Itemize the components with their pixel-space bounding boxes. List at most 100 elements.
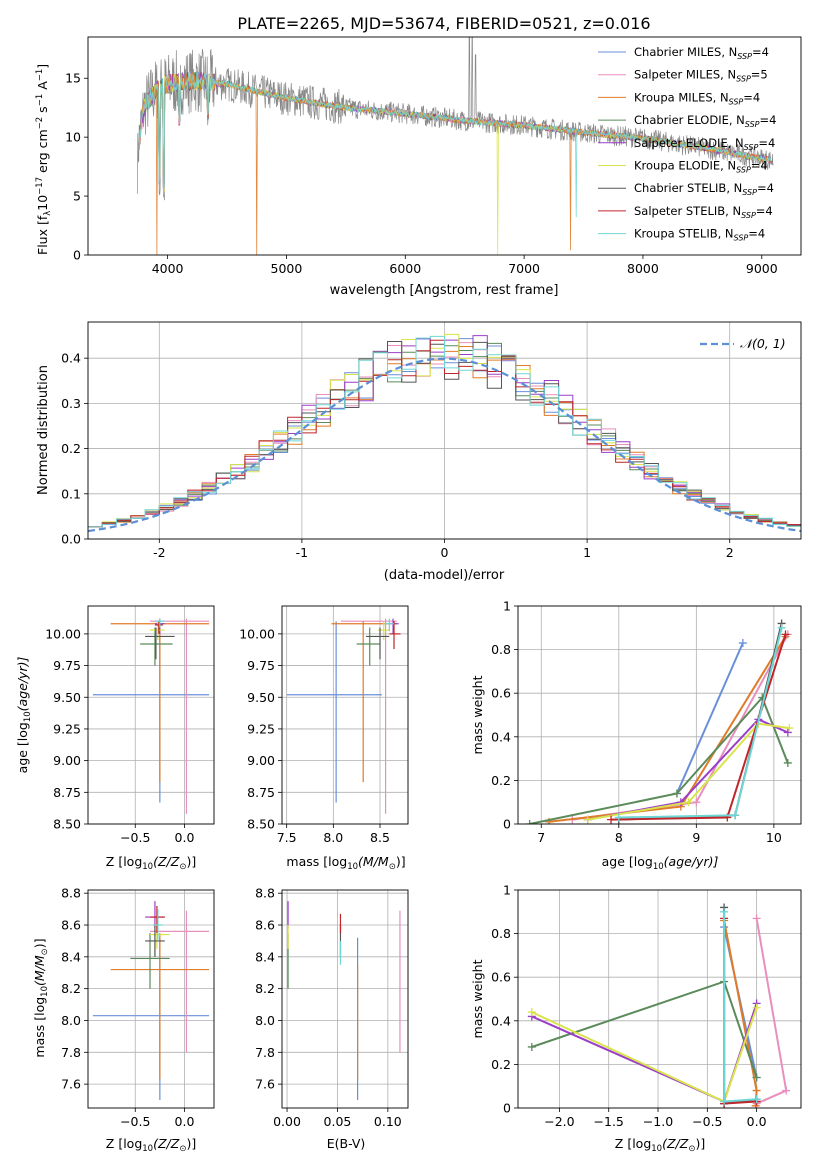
- y-tick-label: 15: [65, 71, 81, 86]
- x-tick-label: 6000: [389, 261, 421, 276]
- y-tick-label: 9.50: [247, 690, 275, 705]
- x-tick-label: −1.0: [643, 1114, 673, 1129]
- label-part: 10: [142, 862, 153, 872]
- y-tick-label: 8.50: [247, 817, 275, 832]
- label-part: s: [35, 106, 50, 117]
- legend-label-subscript: SSP: [742, 188, 757, 197]
- label-part: 10: [651, 1144, 662, 1154]
- point-salpeter-miles: [340, 618, 397, 814]
- legend-label-subscript: SSP: [736, 75, 751, 84]
- plot-area-spectrum: [136, 37, 774, 255]
- y-axis-label: Normed distribution: [36, 365, 51, 495]
- legend-label-tail: =4: [752, 45, 769, 59]
- series-marker: [527, 1042, 536, 1051]
- series-marker: [751, 1101, 760, 1108]
- y-tick-label: 0.4: [61, 351, 81, 366]
- legend-label-tail: =5: [751, 68, 768, 82]
- y-tick-label: 0.0: [61, 532, 81, 547]
- x-tick-label: 7.5: [277, 830, 297, 845]
- label-part: (M/M: [358, 854, 389, 869]
- x-tick-label: 7: [537, 830, 545, 845]
- point-chabrier-stelib: [366, 627, 390, 660]
- series-marker: [731, 811, 740, 820]
- legend-label-subscript: SSP: [734, 234, 749, 243]
- legend-label-text: Kroupa STELIB, N: [634, 227, 734, 241]
- x-axis-label: Z [log10(Z/Z⊙)]: [106, 1136, 196, 1154]
- legend-label-text: Chabrier MILES, N: [634, 45, 737, 59]
- series-salpeter-stelib: [607, 630, 790, 824]
- y-tick-label: 1: [503, 883, 511, 898]
- label-part: Z [log: [106, 854, 142, 869]
- x-axis-label: Z [log10(Z/Z⊙)]: [615, 1136, 705, 1154]
- y-tick-label: 9.00: [53, 753, 81, 768]
- y-tick-label: 0.8: [491, 926, 511, 941]
- legend-label-text: Kroupa ELODIE, N: [634, 159, 736, 173]
- label-part: (Z/Z: [153, 1136, 180, 1151]
- x-tick-label: 0.0: [175, 1114, 195, 1129]
- label-part: 10: [35, 195, 50, 211]
- label-part: )]: [186, 1136, 196, 1151]
- y-axis-label: mass weight: [470, 959, 485, 1038]
- label-part: mass [log: [286, 854, 347, 869]
- x-tick-label: -1: [296, 545, 308, 560]
- series-marker: [782, 1086, 791, 1095]
- label-part: ⊙: [179, 862, 186, 872]
- y-tick-label: 10.00: [239, 626, 275, 641]
- legend-label-text: Salpeter ELODIE, N: [634, 136, 744, 150]
- series-kroupa-elodie: [583, 719, 794, 824]
- y-tick-label: 8.75: [53, 785, 81, 800]
- legend-label-text: Kroupa MILES, N: [634, 90, 729, 104]
- axes-frame: [87, 36, 802, 256]
- point-chabrier-stelib: [145, 627, 175, 660]
- legend-label-subscript: SSP: [737, 52, 752, 61]
- point-salpeter-miles: [150, 910, 210, 1053]
- x-tick-label: −2.0: [544, 1114, 574, 1129]
- label-part: age [log: [602, 854, 653, 869]
- y-tick-label: 8.4: [61, 949, 81, 964]
- y-tick-label: 8.8: [255, 886, 275, 901]
- series-marker: [692, 798, 701, 807]
- axes-frame: [87, 889, 215, 1109]
- figure-title: PLATE=2265, MJD=53674, FIBERID=0521, z=0…: [237, 14, 650, 33]
- y-tick-label: 0: [503, 1101, 511, 1116]
- x-tick-label: 0.10: [374, 1114, 402, 1129]
- y-tick-label: 9.25: [53, 721, 81, 736]
- point-salpeter-elodie: [145, 901, 165, 929]
- x-tick-label: -2: [153, 545, 165, 560]
- series-marker: [583, 815, 592, 824]
- point-chabrier-miles: [92, 937, 210, 1101]
- series-line: [723, 920, 758, 1106]
- label-part: Z [log: [106, 1136, 142, 1151]
- plot-area-mass_vs_ebv: [287, 901, 401, 1101]
- x-tick-label: 8: [615, 830, 623, 845]
- axes-age_vs_Z: −0.5 0.0 8.50 8.75 9.00 9.25 9.50 9.75 10.00 Z [l…: [15, 605, 215, 872]
- label-part: −1: [35, 69, 45, 82]
- x-tick-label: 7000: [508, 261, 540, 276]
- model-spectrum-kroupa-miles: [138, 72, 772, 255]
- legend-label-text: Chabrier ELODIE, N: [634, 113, 745, 127]
- label-part: −2: [35, 117, 45, 130]
- x-axis-label: Z [log10(Z/Z⊙)]: [106, 854, 196, 872]
- y-tick-label: 0.2: [491, 1057, 511, 1072]
- plot-area-age_vs_mass: [286, 618, 401, 814]
- legend-label-subscript: SSP: [736, 166, 751, 175]
- label-part: λ: [43, 211, 53, 216]
- legend-label: Kroupa STELIB, NSSP=4: [634, 227, 765, 243]
- histogram-kroupa-stelib: [88, 335, 801, 528]
- series-marker: [672, 789, 681, 798]
- y-tick-label: 0.6: [491, 970, 511, 985]
- y-tick-label: 9.75: [247, 658, 275, 673]
- y-tick-label: 0.2: [491, 773, 511, 788]
- series-marker: [614, 813, 623, 822]
- y-tick-label: 9.75: [53, 658, 81, 673]
- point-kroupa-stelib: [384, 618, 394, 632]
- legend-label-text: Chabrier STELIB, N: [634, 181, 742, 195]
- y-tick-label: 0: [503, 817, 511, 832]
- y-tick-label: 0.4: [491, 729, 511, 744]
- series-marker: [607, 815, 616, 824]
- series-marker: [783, 728, 792, 737]
- y-tick-label: 0.8: [491, 642, 511, 657]
- x-axis-label: (data-model)/error: [384, 568, 505, 583]
- x-tick-label: 2: [726, 545, 734, 560]
